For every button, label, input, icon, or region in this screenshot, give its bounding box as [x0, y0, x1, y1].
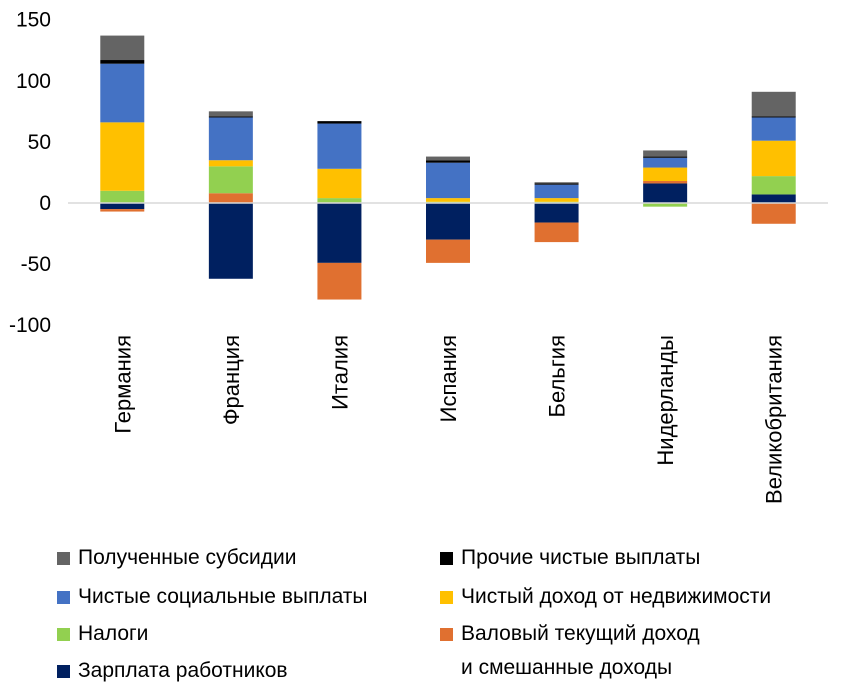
bar-segment [534, 222, 579, 243]
x-tick-label: Бельгия [545, 335, 570, 417]
bar-segment [317, 262, 362, 300]
x-tick-label: Великобритания [762, 335, 787, 504]
bar-segment [751, 117, 796, 141]
y-tick-label: 150 [16, 9, 51, 32]
x-tick-label: Нидерланды [653, 335, 678, 466]
bar-segment [643, 157, 688, 168]
bar-segment [643, 167, 688, 182]
bar-segment [208, 160, 253, 167]
x-tick-label: Испания [436, 335, 461, 422]
x-tick-label: Франция [219, 335, 244, 425]
bar-segment [317, 168, 362, 199]
bar-segment [643, 181, 688, 184]
bar-segment [426, 156, 470, 161]
bar-segment [426, 239, 470, 263]
bar-segment [534, 184, 579, 199]
x-tick-label: Германия [110, 335, 135, 434]
bar-segment [426, 160, 470, 163]
bar-segment [751, 140, 796, 177]
bar-segment [317, 121, 362, 124]
bar-segment [751, 176, 796, 195]
bar-segment [751, 91, 796, 117]
x-tick-label: Италия [327, 335, 352, 410]
bar-segment [534, 203, 579, 223]
bar-segment [534, 198, 579, 202]
bar-segment [208, 166, 253, 194]
bar-segment [534, 182, 579, 184]
bar-segment [208, 193, 253, 203]
bar-segment [100, 122, 145, 191]
y-tick-label: 100 [16, 70, 51, 93]
bar-segment [426, 203, 470, 240]
bar-segment [643, 183, 688, 203]
bar-segment [208, 117, 253, 161]
bar-segment [208, 111, 253, 117]
bar-segment [100, 190, 145, 203]
bar-segment [100, 209, 145, 212]
bar-segment [100, 60, 145, 64]
bar-segment [751, 203, 796, 224]
y-tick-label: 0 [39, 192, 51, 215]
y-tick-label: -50 [21, 253, 51, 276]
bar-segment [751, 194, 796, 203]
bar-segment [643, 150, 688, 157]
bar-segment [208, 203, 253, 279]
bar-segment [534, 183, 579, 185]
bar-segment [100, 35, 145, 61]
bar-segment [426, 198, 470, 202]
bar-segment [751, 116, 796, 118]
y-tick-label: 50 [28, 131, 51, 154]
bar-segment [100, 203, 145, 210]
bar-segment [208, 116, 253, 118]
bar-segment [317, 203, 362, 263]
bar-segment [643, 156, 688, 158]
y-tick-label: -100 [9, 314, 51, 337]
bar-segment [426, 162, 470, 199]
bar-segment [643, 203, 688, 207]
bar-segment [317, 198, 362, 203]
bar-segment [317, 123, 362, 169]
bar-segment [100, 63, 145, 123]
